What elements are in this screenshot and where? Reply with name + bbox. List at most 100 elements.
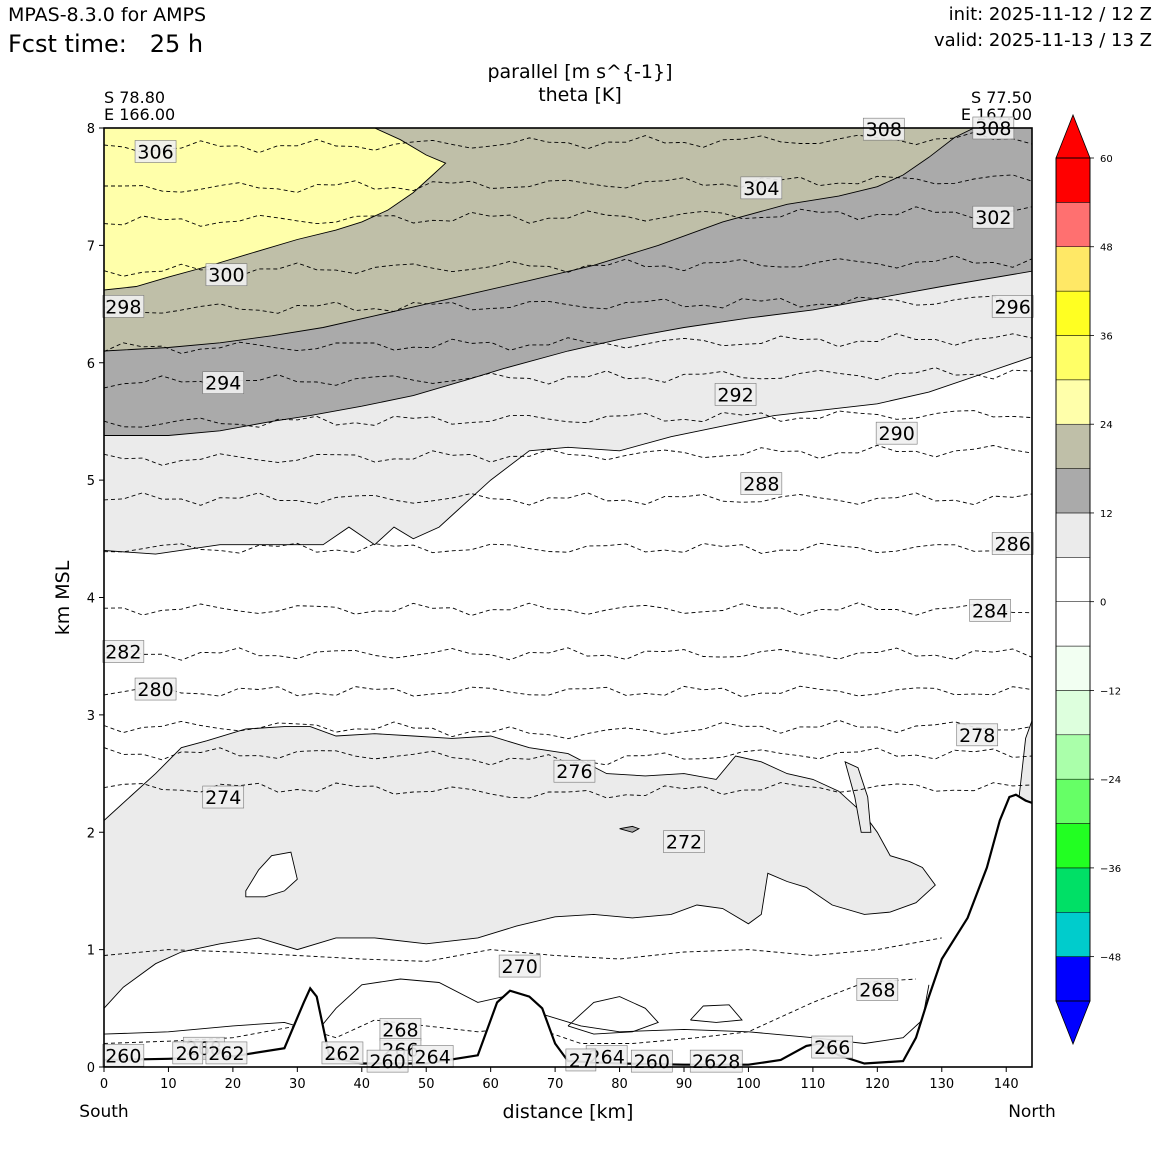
theta-contour-294 <box>104 367 1032 389</box>
x-tick-label: 80 <box>611 1077 628 1092</box>
theta-contour-304 <box>104 174 1032 193</box>
theta-label-27: 27 <box>565 1048 597 1072</box>
wind-band-island <box>844 760 872 833</box>
wind-band-24-30 <box>104 128 446 290</box>
forecast-time: Fcst time: 25 h <box>8 30 203 58</box>
theta-label-text: 262 <box>208 1043 244 1065</box>
theta-label-box <box>172 1041 204 1065</box>
y-tick-label: 2 <box>87 826 95 841</box>
theta-label-text: 296 <box>995 296 1031 318</box>
theta-label-292: 292 <box>714 383 757 406</box>
theta-label-text: 268 <box>382 1019 418 1041</box>
x-tick-label: 30 <box>289 1077 306 1092</box>
colorbar-segment <box>1055 157 1091 203</box>
theta-label-260: 260 <box>630 1049 673 1073</box>
x-tick-label: 130 <box>929 1077 954 1092</box>
theta-label-box <box>740 472 783 495</box>
theta-label-text: 302 <box>975 207 1011 229</box>
colorbar-segment <box>1055 468 1091 514</box>
theta-label-282: 282 <box>102 640 145 663</box>
theta-label-box <box>740 176 783 200</box>
theta-label-text: 308 <box>866 119 902 141</box>
theta-contour-270 <box>104 937 942 962</box>
colorbar-tick-label: 24 <box>1100 420 1113 431</box>
y-tick-label: 3 <box>87 709 95 724</box>
theta-label-box <box>202 785 245 809</box>
theta-label-box <box>102 295 145 318</box>
theta-label-text: 272 <box>666 832 702 854</box>
colorbar-segment <box>1055 512 1091 558</box>
theta-label-box <box>134 677 177 701</box>
theta-label-302: 302 <box>972 205 1015 229</box>
theta-label-266: 266 <box>811 1035 854 1059</box>
theta-label-text: 308 <box>975 118 1011 140</box>
theta-label-text: 282 <box>105 641 141 663</box>
theta-label-270: 270 <box>498 954 541 978</box>
theta-label-box <box>956 723 999 747</box>
theta-label-284: 284 <box>969 599 1011 622</box>
colorbar-segment <box>1055 645 1091 691</box>
wind-contour-loop <box>567 996 659 1035</box>
theta-label-box <box>202 371 245 395</box>
theta-label-box <box>969 599 1011 622</box>
colorbar-tick-label: −12 <box>1100 686 1121 697</box>
theta-label-text: 298 <box>105 296 141 318</box>
wind-band-spot <box>619 825 640 833</box>
theta-label-264: 264 <box>411 1045 454 1068</box>
theta-label-text: 300 <box>208 265 244 287</box>
colorbar-tick-label: −48 <box>1100 953 1121 964</box>
colorbar-segment <box>1055 823 1091 869</box>
theta-label-290: 290 <box>875 421 918 445</box>
theta-contour-282 <box>104 647 1032 661</box>
colorbar-segment <box>1055 423 1091 469</box>
colorbar-segment <box>1055 734 1091 780</box>
theta-label-box <box>205 1041 248 1065</box>
x-tick-label: 10 <box>160 1077 177 1092</box>
theta-label-text: 268 <box>859 980 895 1002</box>
theta-contour-278 <box>104 719 1032 740</box>
theta-label-box <box>714 383 757 406</box>
theta-label-text: 286 <box>995 534 1031 556</box>
colorbar-tick-label: −36 <box>1100 864 1121 875</box>
theta-label-text: 292 <box>717 384 753 406</box>
theta-contour-284 <box>104 602 1032 616</box>
x-tick-label: 100 <box>736 1077 761 1092</box>
x-start-label: South <box>79 1102 128 1122</box>
wind-band-edge-strip <box>1018 720 1032 804</box>
theta-label-308: 308 <box>862 117 905 141</box>
colorbar-tick-label: 12 <box>1100 509 1113 520</box>
theta-label-300: 300 <box>205 263 248 287</box>
colorbar-segment <box>1055 778 1091 824</box>
theta-label-text: 278 <box>959 725 995 747</box>
theta-label-text: 260 <box>369 1051 405 1073</box>
theta-label-text: 2628 <box>692 1051 740 1073</box>
theta-label-308: 308 <box>972 116 1015 140</box>
colorbar-tick-label: 0 <box>1100 598 1106 609</box>
model-title: MPAS-8.3.0 for AMPS <box>8 4 207 26</box>
theta-label-274: 274 <box>202 785 245 809</box>
theta-label-box <box>875 421 918 445</box>
theta-label-text: 294 <box>205 373 241 395</box>
theta-label-298: 298 <box>102 295 145 318</box>
theta-label-text: 260 <box>105 1045 141 1067</box>
valid-time: valid: 2025-11-13 / 13 Z <box>934 30 1152 51</box>
theta-label-268: 268 <box>379 1018 422 1041</box>
theta-contour-298 <box>104 295 1032 314</box>
y-tick-label: 5 <box>87 474 95 489</box>
init-time: init: 2025-11-12 / 12 Z <box>948 4 1152 25</box>
theta-label-294: 294 <box>202 371 245 395</box>
theta-label-box <box>565 1048 597 1072</box>
theta-label-278: 278 <box>956 723 999 747</box>
theta-label-268: 268 <box>856 978 899 1002</box>
x-tick-label: 60 <box>482 1077 499 1092</box>
theta-label-262: 262 <box>321 1041 364 1065</box>
x-tick-label: 20 <box>225 1077 242 1092</box>
theta-label-box <box>972 205 1015 229</box>
theta-label-box <box>811 1035 854 1059</box>
colorbar-tick-label: 48 <box>1100 243 1113 254</box>
theta-label-layer: 306 308 308 304 302 300 298 296 294 292 290 288 286 2… <box>102 116 1034 1073</box>
x-tick-label: 90 <box>676 1077 693 1092</box>
theta-contour-290 <box>104 444 1032 466</box>
x-tick-label: 50 <box>418 1077 435 1092</box>
theta-contour-274 <box>104 782 1032 799</box>
